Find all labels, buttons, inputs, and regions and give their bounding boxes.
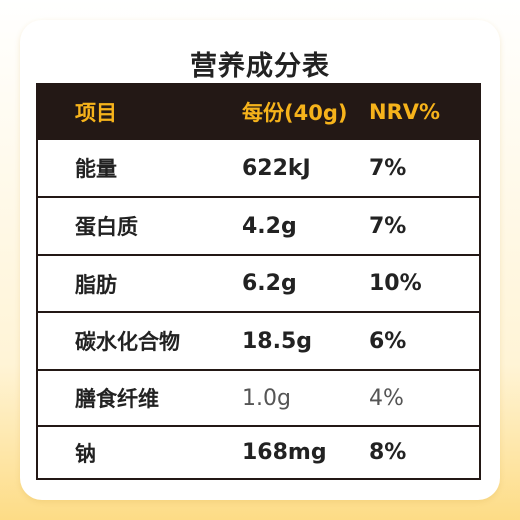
table-row: 碳水化合物 18.5g 6% <box>38 311 479 369</box>
row-amount: 622kJ <box>242 155 311 181</box>
table-row: 蛋白质 4.2g 7% <box>38 196 479 254</box>
page-title: 营养成分表 <box>190 51 330 82</box>
row-nrv: 4% <box>369 385 404 411</box>
header-nrv: NRV% <box>369 99 441 124</box>
row-nrv: 10% <box>369 271 422 296</box>
row-item-fat: 脂肪 <box>75 272 117 297</box>
row-item-carbohydrate: 碳水化合物 <box>75 330 180 354</box>
row-item-protein: 蛋白质 <box>75 215 138 239</box>
row-item-sodium: 钠 <box>75 441 96 466</box>
row-nrv: 6% <box>369 328 407 354</box>
table-row: 脂肪 6.2g 10% <box>38 254 479 311</box>
table-row: 能量 622kJ 7% <box>38 138 479 196</box>
table-row: 钠 168mg 8% <box>38 425 479 478</box>
row-item-energy: 能量 <box>75 157 117 181</box>
nutrition-table: 项目 每份(40g) NRV% 能量 622kJ 7% 蛋白质 4.2g 7% … <box>36 83 481 480</box>
header-item: 项目 <box>75 100 117 125</box>
row-amount: 6.2g <box>242 271 297 296</box>
row-amount: 1.0g <box>242 385 291 411</box>
row-nrv: 7% <box>369 155 407 181</box>
header-per-serving: 每份(40g) <box>242 100 348 125</box>
row-item-dietary-fiber: 膳食纤维 <box>75 387 159 411</box>
table-row: 膳食纤维 1.0g 4% <box>38 369 479 425</box>
row-amount: 18.5g <box>242 328 313 354</box>
row-nrv: 8% <box>369 440 407 465</box>
row-amount: 168mg <box>242 440 327 465</box>
row-nrv: 7% <box>369 213 407 239</box>
table-header-row: 项目 每份(40g) NRV% <box>38 85 479 138</box>
row-amount: 4.2g <box>242 213 297 239</box>
